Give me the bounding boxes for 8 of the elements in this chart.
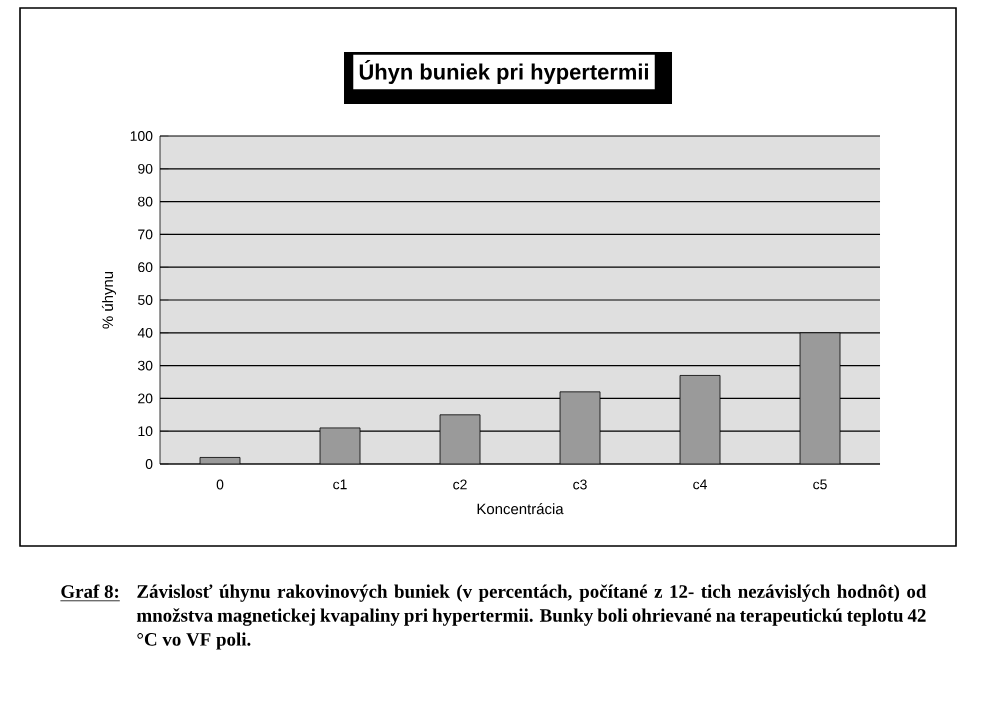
- bar: [319, 427, 361, 464]
- chart-title: Úhyn buniek pri hypertermii: [359, 60, 648, 84]
- bar: [559, 391, 601, 464]
- text: Závislosť úhynu rakovinových buniek (v percentách, počítané z 12- tich nezávislých hodnôt) od množstva magnetickej kvapaliny pri hypertermii. Bunky boli ohrievané na terapeutickú teplotu 42 °C vo VF poli.: [136, 584, 927, 650]
- bar: [439, 414, 481, 464]
- bar: [679, 375, 721, 464]
- bar: [799, 332, 841, 464]
- text: Graf 8:: [61, 584, 119, 599]
